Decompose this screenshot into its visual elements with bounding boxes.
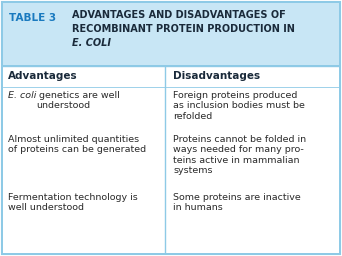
Text: TABLE 3: TABLE 3 bbox=[9, 13, 56, 23]
Text: Almost unlimited quantities
of proteins can be generated: Almost unlimited quantities of proteins … bbox=[8, 135, 146, 154]
Text: Foreign proteins produced
as inclusion bodies must be
refolded: Foreign proteins produced as inclusion b… bbox=[173, 91, 305, 121]
Text: Some proteins are inactive
in humans: Some proteins are inactive in humans bbox=[173, 193, 301, 212]
Text: Advantages: Advantages bbox=[8, 71, 78, 81]
Text: ADVANTAGES AND DISADVANTAGES OF: ADVANTAGES AND DISADVANTAGES OF bbox=[72, 10, 286, 20]
Bar bbox=[3, 66, 339, 253]
Text: E. coli: E. coli bbox=[8, 91, 36, 100]
Text: E. COLI: E. COLI bbox=[72, 38, 111, 48]
Text: Fermentation technology is
well understood: Fermentation technology is well understo… bbox=[8, 193, 138, 212]
Text: RECOMBINANT PROTEIN PRODUCTION IN: RECOMBINANT PROTEIN PRODUCTION IN bbox=[72, 24, 295, 34]
Bar bbox=[3, 3, 339, 65]
Text: Proteins cannot be folded in
ways needed for many pro-
teins active in mammalian: Proteins cannot be folded in ways needed… bbox=[173, 135, 306, 175]
Text: genetics are well
understood: genetics are well understood bbox=[36, 91, 120, 110]
Text: Disadvantages: Disadvantages bbox=[173, 71, 260, 81]
